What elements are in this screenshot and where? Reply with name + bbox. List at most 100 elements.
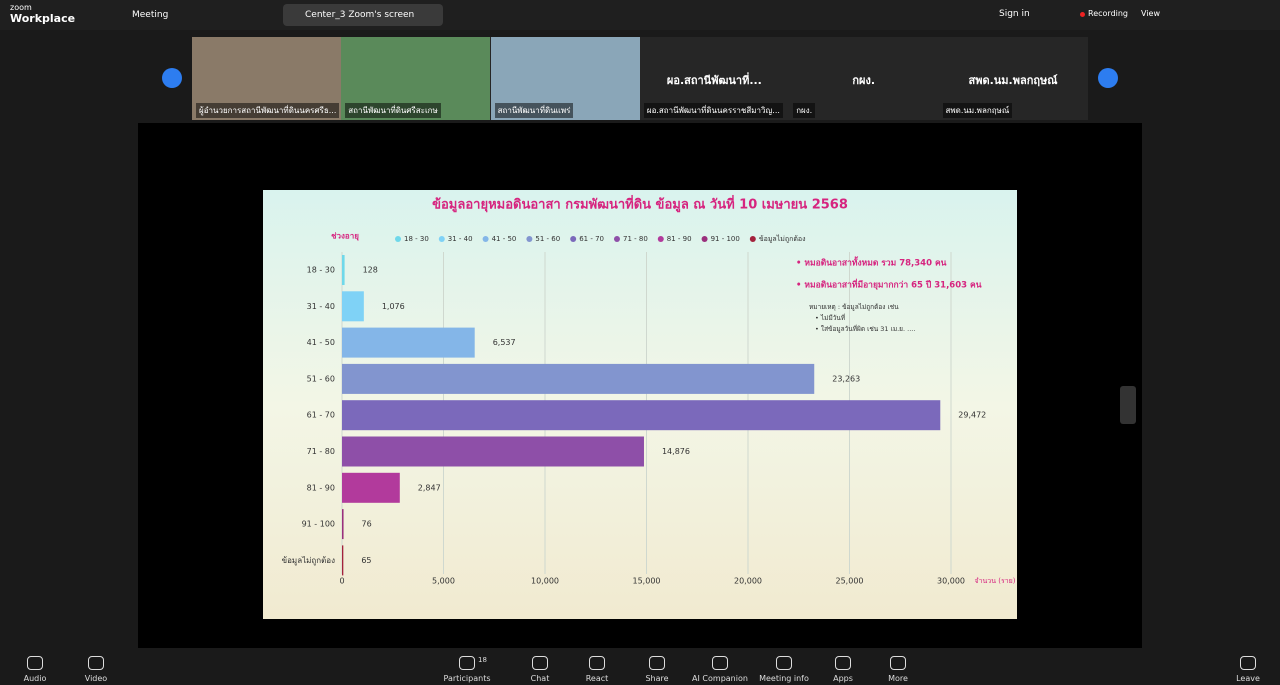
- prev[interactable]: [162, 68, 182, 88]
- tile-name-big: ผอ.สถานีพัฒนาที่...: [666, 74, 762, 87]
- value-label: 128: [363, 266, 378, 275]
- legend-swatch: [482, 236, 489, 242]
- x-tick-label: 5,000: [432, 577, 455, 586]
- video-tile[interactable]: สถานีพัฒนาที่ดินแพร่: [490, 37, 640, 120]
- participants-count: 18: [478, 656, 487, 664]
- bar: [342, 545, 344, 576]
- icon: [589, 656, 605, 670]
- bar: [342, 472, 400, 503]
- toolbar-button[interactable]: Leave: [1213, 654, 1280, 683]
- toolbar-button[interactable]: More: [863, 654, 933, 683]
- toolbar-label: Chat: [530, 674, 550, 683]
- x-label: จำนวน (ราย): [974, 577, 1015, 585]
- y-label: ช่วงอายุ: [331, 232, 359, 242]
- y-tick-label: 41 - 50: [307, 338, 335, 347]
- x-tick-label: 25,000: [836, 577, 864, 586]
- bar: [342, 509, 344, 540]
- legend-swatch: [657, 236, 664, 242]
- toolbar-label: Audio: [23, 674, 47, 683]
- tile-label: สถานีพัฒนาที่ดินศรีสะเกษ: [345, 103, 441, 118]
- y-tick-label: 51 - 60: [307, 374, 335, 383]
- bar: [342, 255, 345, 285]
- legend-swatch: [570, 236, 577, 242]
- toolbar-label: Share: [645, 674, 669, 683]
- value-label: 1,076: [382, 302, 405, 311]
- value-label: 29,472: [958, 411, 986, 420]
- brand: Workplace: [10, 12, 76, 25]
- bar: [342, 327, 475, 358]
- value-label: 6,537: [493, 338, 516, 347]
- tile-label: ผอ.สถานีพัฒนาที่ดินนครราชสีมาวิญ...: [643, 103, 783, 118]
- toolbar-button[interactable]: Chat: [505, 654, 575, 683]
- annotation: • หมอดินอาสาที่มีอายุมากกว่า 65 ปี 31,60…: [796, 278, 982, 291]
- icon: [776, 656, 792, 670]
- toolbar-label: AI Companion: [692, 674, 748, 683]
- tile-label: สถานีพัฒนาที่ดินแพร่: [494, 103, 574, 118]
- legend-swatch: [749, 236, 756, 242]
- video-tile[interactable]: ผอ.สถานีพัฒนาที่... ผอ.สถานีพัฒนาที่ดินนค…: [639, 37, 789, 120]
- tile-label: ผู้อำนวยการสถานีพัฒนาที่ดินนครศรีธ...: [196, 103, 340, 118]
- side-toggle[interactable]: [1120, 386, 1136, 424]
- toolbar-button[interactable]: Share: [622, 654, 692, 683]
- tile-label: สพด.นม.พลกฤษณ์: [942, 103, 1013, 118]
- annotation: • หมอดินอาสาทั้งหมด รวม 78,340 คน: [796, 256, 947, 269]
- x-tick-label: 10,000: [531, 577, 559, 586]
- y-tick-label: 18 - 30: [307, 266, 335, 275]
- tile-name-big: กผง.: [852, 74, 876, 87]
- value-label: 76: [362, 520, 372, 529]
- toolbar-button[interactable]: AI Companion: [685, 654, 755, 683]
- legend-swatch: [613, 236, 620, 242]
- bar: [342, 363, 815, 394]
- note: • ไม่มีวันที่: [815, 313, 845, 322]
- y-tick-label: 31 - 40: [307, 302, 335, 311]
- legend-label: 31 - 40: [448, 235, 473, 243]
- legend-label: 51 - 60: [535, 235, 560, 243]
- x-tick-label: 30,000: [937, 577, 965, 586]
- legend-label: 41 - 50: [492, 235, 517, 243]
- recording[interactable]: Recording: [1088, 9, 1129, 18]
- icon: [1240, 656, 1256, 670]
- icon: [649, 656, 665, 670]
- y-tick-label: 81 - 90: [307, 483, 335, 492]
- sign-in[interactable]: Sign in: [999, 9, 1030, 19]
- video-tile[interactable]: ผู้อำนวยการสถานีพัฒนาที่ดินนครศรีธ...: [192, 37, 341, 120]
- legend-swatch: [438, 236, 445, 242]
- tile-label: กผง.: [793, 103, 816, 118]
- tab-title: Center_3 Zoom's screen: [305, 10, 415, 20]
- toolbar-label: Participants: [443, 674, 491, 683]
- video-tile[interactable]: สถานีพัฒนาที่ดินศรีสะเกษ: [341, 37, 491, 120]
- legend-swatch: [395, 236, 401, 242]
- legend-swatch: [701, 236, 708, 242]
- video-tile[interactable]: กผง. กผง.: [789, 37, 939, 120]
- toolbar-label: Video: [84, 674, 108, 683]
- toolbar-button[interactable]: Audio: [0, 654, 70, 683]
- legend-label: ข้อมูลไม่ถูกต้อง: [759, 234, 806, 243]
- toolbar-label: Meeting info: [759, 674, 809, 683]
- value-label: 14,876: [662, 447, 690, 456]
- legend-label: 71 - 80: [623, 235, 648, 243]
- toolbar-button[interactable]: Video: [61, 654, 131, 683]
- title-bar: [0, 0, 1280, 30]
- value-label: 23,263: [832, 374, 860, 383]
- y-tick-label: 91 - 100: [302, 520, 335, 529]
- next[interactable]: [1098, 68, 1118, 88]
- tab[interactable]: [283, 4, 443, 26]
- toolbar-button[interactable]: React: [562, 654, 632, 683]
- meeting[interactable]: Meeting: [132, 10, 169, 20]
- legend-swatch: [526, 236, 533, 242]
- toolbar-button[interactable]: Apps: [808, 654, 878, 683]
- toolbar-button[interactable]: Meeting info: [749, 654, 819, 683]
- rec-dot: [1080, 12, 1085, 17]
- icon: [88, 656, 104, 670]
- legend-label: 61 - 70: [579, 235, 604, 243]
- toolbar-button[interactable]: Participants: [432, 654, 502, 683]
- icon: [890, 656, 906, 670]
- toolbar-label: More: [888, 674, 908, 683]
- icon: [712, 656, 728, 670]
- tile-name-big: สพด.นม.พลกฤษณ์: [968, 74, 1058, 87]
- view[interactable]: View: [1141, 9, 1160, 18]
- brand-top: zoom: [10, 3, 32, 12]
- video-tile[interactable]: สพด.นม.พลกฤษณ์ สพด.นม.พลกฤษณ์: [938, 37, 1088, 120]
- note: • ใส่ข้อมูลวันที่ผิด เช่น 31 เม.ย. ....: [815, 324, 915, 333]
- legend-label: 18 - 30: [404, 235, 429, 243]
